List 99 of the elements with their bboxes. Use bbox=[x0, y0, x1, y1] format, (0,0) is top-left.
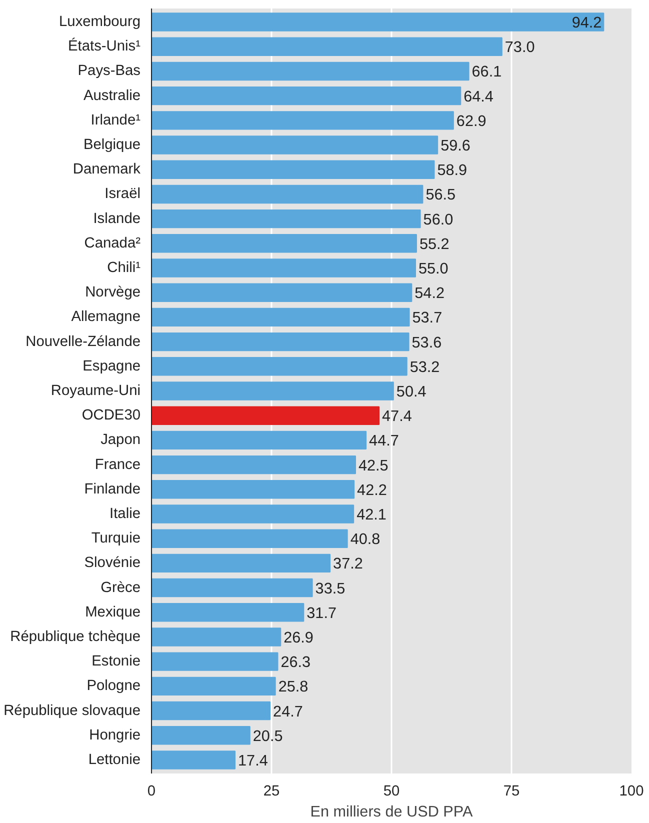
data-label: 31.7 bbox=[306, 604, 337, 622]
bar bbox=[152, 603, 304, 622]
data-label: 54.2 bbox=[414, 285, 445, 302]
data-label: 53.2 bbox=[410, 358, 440, 376]
bar bbox=[152, 258, 416, 278]
data-label: 66.1 bbox=[472, 64, 502, 81]
bar bbox=[152, 652, 278, 671]
y-tick-label: Pays-Bas bbox=[78, 63, 140, 80]
y-tick-label: Japon bbox=[100, 432, 141, 448]
data-label: 20.5 bbox=[252, 728, 283, 745]
data-label: 37.2 bbox=[333, 556, 363, 573]
y-tick-label: France bbox=[94, 456, 141, 473]
data-label: 64.4 bbox=[464, 88, 494, 106]
y-tick-label: Israël bbox=[104, 186, 141, 202]
y-tick-label: Hongrie bbox=[89, 727, 141, 744]
data-label: 17.4 bbox=[238, 752, 268, 770]
data-label: 94.2 bbox=[572, 14, 602, 32]
x-tick-label: 25 bbox=[263, 784, 280, 800]
data-label: 62.9 bbox=[456, 112, 486, 130]
bar bbox=[152, 357, 408, 376]
x-axis-title: En milliers de USD PPA bbox=[310, 804, 474, 820]
x-tick-label: 50 bbox=[383, 784, 400, 800]
data-label: 33.5 bbox=[315, 580, 346, 598]
bar bbox=[152, 283, 412, 302]
bar bbox=[152, 37, 502, 56]
bar bbox=[152, 676, 276, 696]
data-label: 56.0 bbox=[423, 211, 454, 228]
bar bbox=[152, 86, 462, 106]
y-tick-label: Chili¹ bbox=[107, 260, 141, 276]
y-tick-label: Italie bbox=[110, 506, 141, 522]
bar bbox=[152, 430, 367, 450]
data-label: 44.7 bbox=[369, 432, 399, 450]
y-tick-label: Norvège bbox=[85, 284, 141, 301]
data-label: 53.6 bbox=[412, 334, 442, 352]
bar bbox=[152, 455, 356, 474]
bar bbox=[152, 111, 454, 130]
y-tick-label: Luxembourg bbox=[59, 14, 141, 30]
data-label: 42.2 bbox=[357, 482, 387, 499]
x-tick-label: 75 bbox=[503, 784, 520, 800]
bar bbox=[152, 62, 470, 81]
x-tick-label: 100 bbox=[619, 784, 644, 800]
data-label: 50.4 bbox=[396, 384, 427, 400]
y-tick-label: Mexique bbox=[85, 604, 141, 620]
data-label: 56.5 bbox=[426, 186, 456, 204]
bar bbox=[152, 382, 394, 400]
bar bbox=[152, 726, 250, 745]
bar bbox=[152, 529, 348, 548]
y-tick-label: Estonie bbox=[92, 654, 141, 670]
data-label: 58.9 bbox=[437, 162, 468, 180]
bar bbox=[152, 750, 236, 770]
bar bbox=[152, 554, 331, 573]
y-tick-label: Belgique bbox=[83, 137, 141, 154]
y-tick-label: Danemark bbox=[72, 162, 142, 178]
bar bbox=[152, 308, 410, 327]
x-tick-label: 0 bbox=[147, 784, 156, 800]
data-label: 40.8 bbox=[350, 531, 380, 548]
y-tick-label: Espagne bbox=[82, 358, 140, 374]
data-label: 42.5 bbox=[358, 457, 388, 474]
bar bbox=[152, 234, 417, 253]
bar bbox=[152, 628, 282, 646]
bar bbox=[152, 480, 355, 499]
bar bbox=[152, 504, 354, 524]
data-label: 73.0 bbox=[504, 39, 535, 56]
bar bbox=[152, 406, 380, 425]
data-label: 24.7 bbox=[273, 703, 303, 720]
data-label: 25.8 bbox=[278, 678, 308, 696]
y-tick-label: Allemagne bbox=[71, 309, 141, 326]
y-tick-label: République tchèque bbox=[10, 628, 141, 645]
data-label: 26.3 bbox=[280, 654, 311, 672]
y-tick-label: Lettonie bbox=[88, 752, 140, 768]
bar bbox=[152, 12, 604, 32]
y-tick-label: Finlande bbox=[84, 481, 141, 498]
data-label: 59.6 bbox=[440, 138, 470, 155]
y-tick-label: Irlande¹ bbox=[90, 112, 141, 128]
y-tick-label: États-Unis¹ bbox=[68, 38, 141, 55]
data-label: 47.4 bbox=[382, 408, 412, 426]
bar bbox=[152, 209, 421, 228]
data-label: 55.0 bbox=[418, 260, 448, 278]
y-tick-label: OCDE30 bbox=[82, 408, 141, 424]
y-tick-label: Turquie bbox=[91, 530, 141, 547]
y-tick-label: République slovaque bbox=[4, 702, 141, 719]
y-tick-label: Islande bbox=[93, 210, 141, 227]
bar bbox=[152, 184, 424, 204]
data-label: 53.7 bbox=[412, 310, 442, 327]
data-label: 55.2 bbox=[419, 236, 450, 253]
y-tick-label: Canada² bbox=[84, 235, 141, 252]
y-tick-label: Nouvelle-Zélande bbox=[26, 334, 140, 350]
y-tick-label: Grèce bbox=[100, 580, 141, 596]
y-tick-label: Australie bbox=[83, 88, 141, 104]
bar bbox=[152, 578, 313, 598]
y-tick-label: Pologne bbox=[86, 678, 141, 694]
y-tick-label: Royaume-Uni bbox=[50, 383, 141, 399]
data-label: 42.1 bbox=[356, 506, 386, 524]
bar bbox=[152, 332, 410, 352]
data-label: 26.9 bbox=[284, 629, 314, 646]
bar bbox=[152, 701, 271, 720]
y-tick-label: Slovénie bbox=[84, 555, 141, 572]
bar bbox=[152, 136, 438, 154]
bar bbox=[152, 160, 435, 179]
